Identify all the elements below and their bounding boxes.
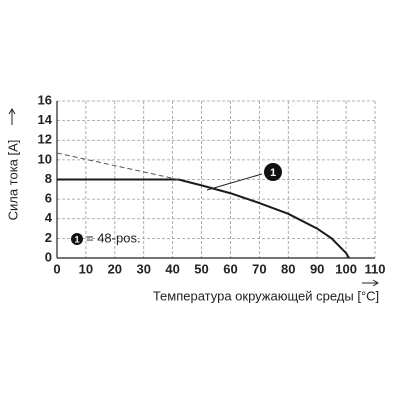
- series-line: [57, 178, 350, 259]
- y-tick-label: 16: [38, 92, 52, 107]
- x-tick-label: 10: [79, 261, 93, 276]
- x-tick-label: 40: [165, 261, 179, 276]
- y-tick-label: 10: [38, 151, 52, 166]
- legend-marker: [71, 233, 83, 245]
- x-tick-label: 30: [136, 261, 150, 276]
- y-tick-label: 4: [45, 210, 53, 225]
- axis-arrows: [8, 108, 379, 287]
- y-tick-label: 8: [45, 171, 52, 186]
- series-line: [56, 152, 179, 180]
- x-tick-label: 80: [281, 261, 295, 276]
- annotation-marker-text: 1: [270, 167, 276, 179]
- x-axis-label: Температура окружающей среды [°C]: [153, 288, 379, 303]
- y-tick-label: 12: [38, 132, 52, 147]
- x-tick-label: 60: [223, 261, 237, 276]
- y-tick-label: 0: [45, 249, 52, 264]
- y-tick-label: 2: [45, 230, 52, 245]
- x-tick-label: 100: [335, 261, 357, 276]
- x-tick-label: 70: [252, 261, 266, 276]
- legend-marker-text: 1: [74, 234, 79, 244]
- leader-line: [206, 173, 263, 191]
- y-tick-label: 6: [45, 191, 52, 206]
- x-tick-label: 110: [365, 261, 386, 276]
- x-tick-label: 20: [108, 261, 122, 276]
- x-tick-label: 0: [53, 261, 60, 276]
- x-tick-label: 50: [194, 261, 208, 276]
- x-tick-label: 90: [310, 261, 324, 276]
- legend-text: = 48-pos.: [86, 230, 141, 245]
- y-axis-label: Сила тока [A]: [5, 140, 20, 221]
- annotation-marker: [264, 163, 282, 181]
- y-tick-label: 14: [38, 112, 53, 127]
